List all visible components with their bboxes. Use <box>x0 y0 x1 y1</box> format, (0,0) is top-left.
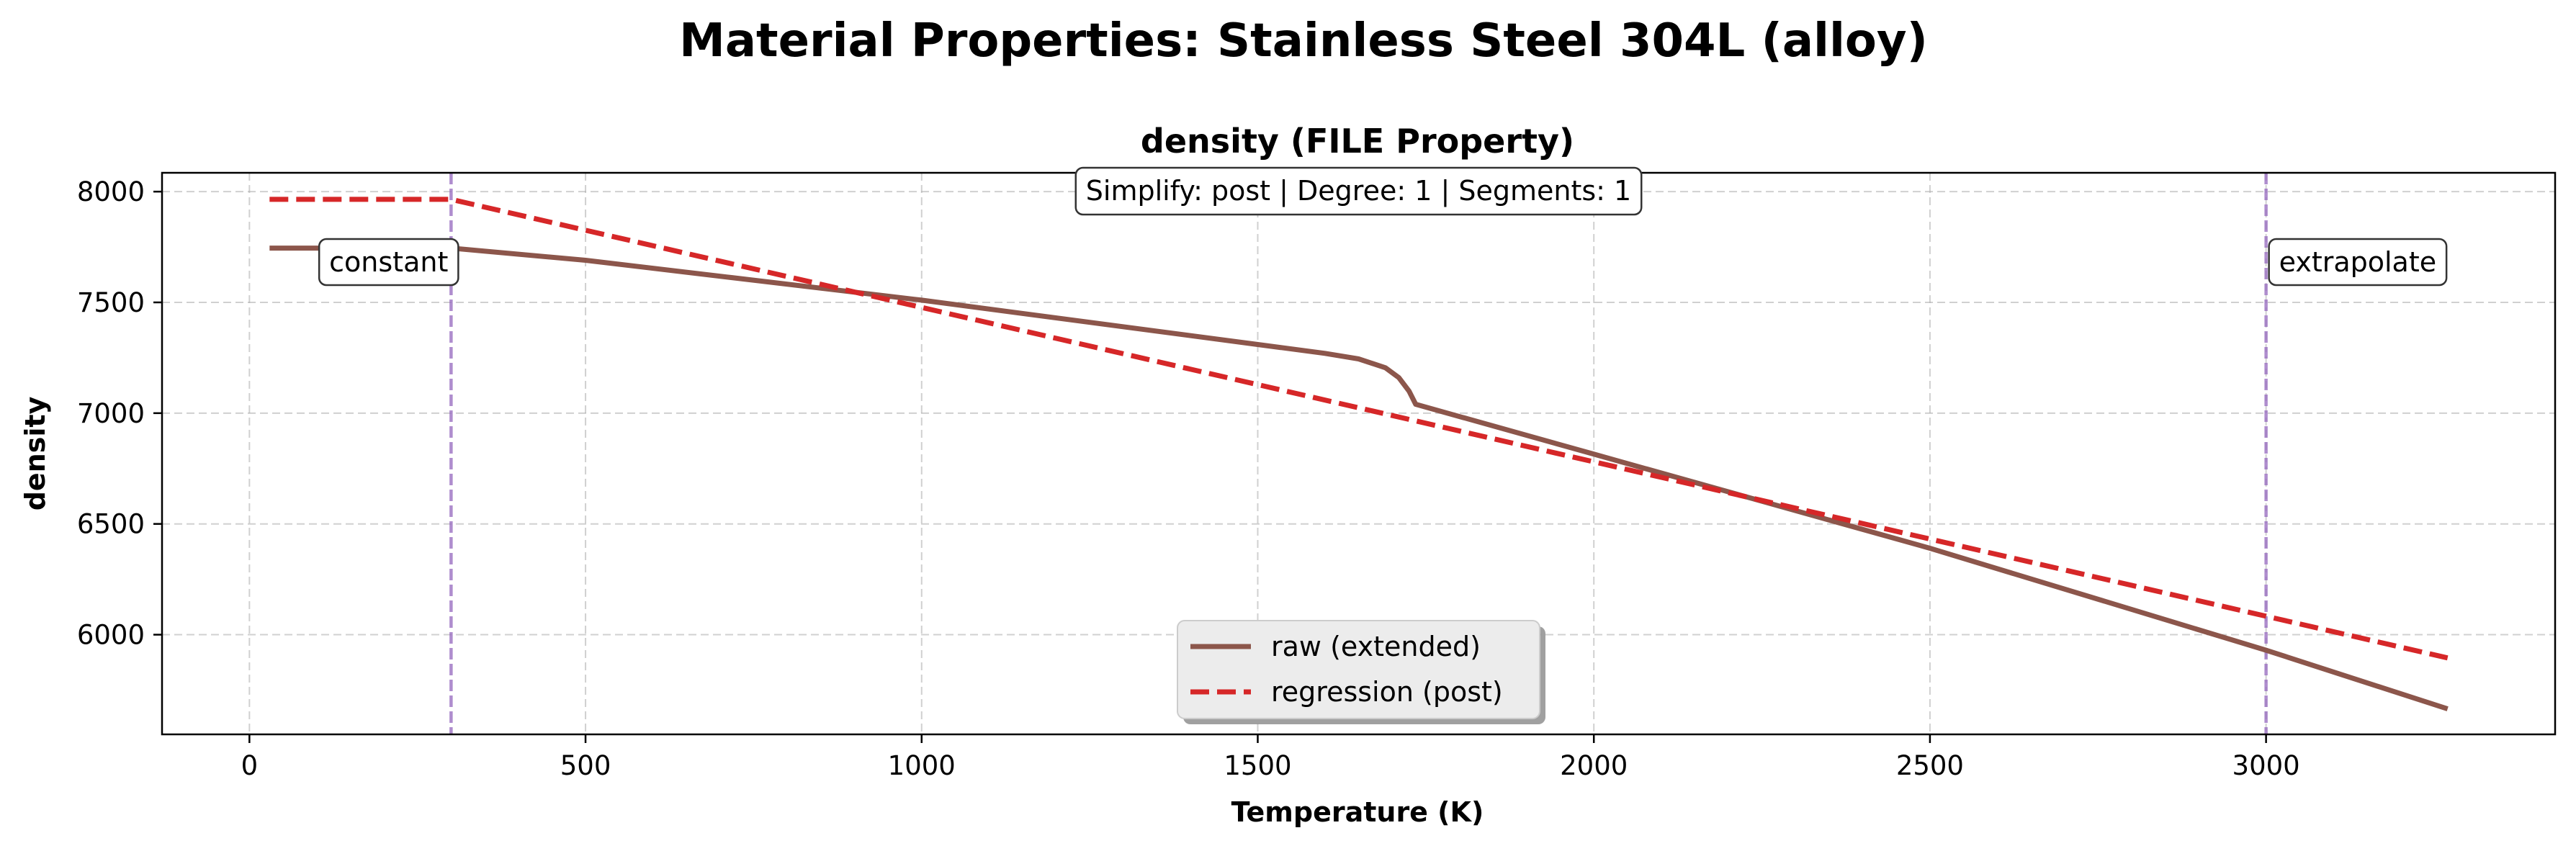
x-tick-label: 2500 <box>1896 750 1964 781</box>
constant-annotation: constant <box>318 238 459 287</box>
x-axis-label: Temperature (K) <box>1231 796 1484 828</box>
x-tick-label: 0 <box>241 750 259 781</box>
x-tick-label: 1500 <box>1224 750 1291 781</box>
vertical-markers <box>449 173 2268 734</box>
series-line <box>269 197 2449 661</box>
extrapolate-annotation: extrapolate <box>2268 238 2448 287</box>
y-tick-label: 7000 <box>77 398 145 429</box>
axis-ticks: 0 500 1000 1500 2000 2500 3000 6000 6500 7000 7500… <box>77 176 2300 781</box>
x-tick-label: 2000 <box>1560 750 1628 781</box>
y-tick-label: 8000 <box>77 176 145 207</box>
chart-title: density (FILE Property) <box>1141 122 1574 161</box>
legend: raw (extended) regression (post) <box>1177 620 1545 724</box>
y-tick-label: 7500 <box>77 287 145 318</box>
y-axis-label: density <box>19 396 51 510</box>
x-tick-label: 500 <box>560 750 611 781</box>
legend-label: regression (post) <box>1271 676 1503 708</box>
info-box-text: Simplify: post | Degree: 1 | Segments: 1 <box>1086 175 1631 207</box>
legend-frame <box>1177 620 1540 719</box>
y-tick-label: 6000 <box>77 620 145 651</box>
info-box: Simplify: post | Degree: 1 | Segments: 1 <box>1074 166 1643 216</box>
annotations: Simplify: post | Degree: 1 | Segments: 1… <box>318 166 2448 287</box>
figure-suptitle: Material Properties: Stainless Steel 304… <box>679 14 1928 68</box>
info-box-frame <box>1074 166 1643 216</box>
y-tick-label: 6500 <box>77 509 145 540</box>
x-tick-label: 1000 <box>888 750 956 781</box>
constant-annotation-text: constant <box>329 246 448 278</box>
plot-series <box>269 197 2449 711</box>
extrapolate-annotation-frame <box>2268 238 2448 287</box>
series-line <box>269 246 2449 711</box>
extrapolate-annotation-text: extrapolate <box>2279 246 2437 278</box>
legend-label: raw (extended) <box>1271 631 1481 662</box>
constant-annotation-frame <box>318 238 459 287</box>
x-tick-label: 3000 <box>2232 750 2300 781</box>
